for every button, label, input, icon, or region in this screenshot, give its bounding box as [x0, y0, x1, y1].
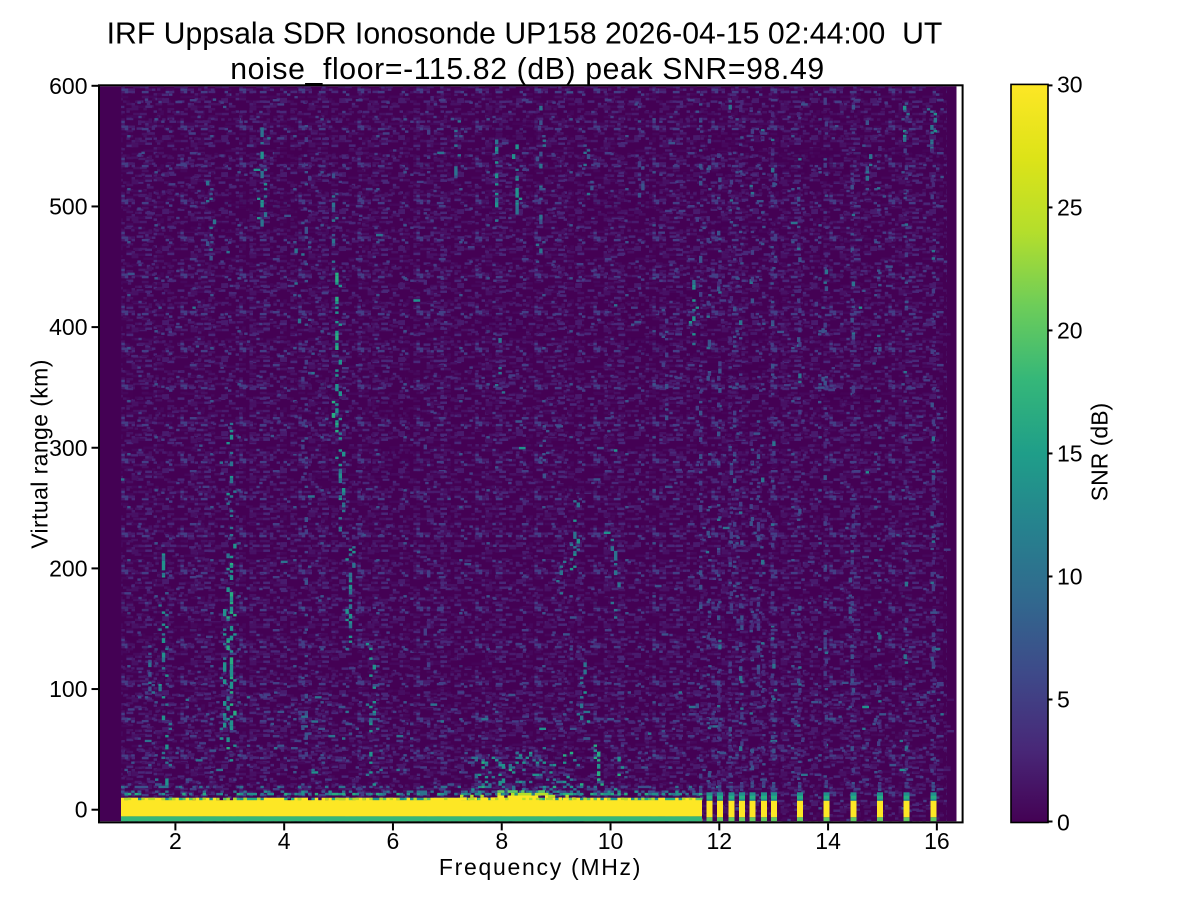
svg-text:200: 200 — [49, 555, 87, 581]
svg-text:SNR (dB): SNR (dB) — [1087, 403, 1113, 501]
svg-text:2: 2 — [169, 828, 182, 854]
svg-text:noise_floor=-115.82 (dB) peak: noise_floor=-115.82 (dB) peak SNR=98.49 — [230, 53, 825, 86]
svg-text:12: 12 — [707, 828, 733, 854]
svg-text:600: 600 — [49, 73, 87, 99]
svg-text:8: 8 — [495, 828, 508, 854]
svg-text:25: 25 — [1057, 194, 1083, 220]
svg-text:500: 500 — [49, 193, 87, 219]
svg-text:5: 5 — [1057, 686, 1070, 712]
svg-text:20: 20 — [1057, 317, 1083, 343]
svg-text:0: 0 — [1057, 810, 1070, 836]
svg-text:16: 16 — [924, 828, 950, 854]
svg-text:0: 0 — [75, 797, 88, 823]
svg-text:10: 10 — [1057, 563, 1083, 589]
svg-text:4: 4 — [278, 828, 291, 854]
svg-text:IRF Uppsala SDR Ionosonde UP15: IRF Uppsala SDR Ionosonde UP158 2026-04-… — [107, 18, 943, 51]
svg-text:Virtual range (km): Virtual range (km) — [27, 359, 53, 549]
svg-text:15: 15 — [1057, 440, 1083, 466]
svg-text:Frequency (MHz): Frequency (MHz) — [439, 854, 642, 880]
svg-text:10: 10 — [598, 828, 624, 854]
svg-text:300: 300 — [49, 435, 87, 461]
svg-text:400: 400 — [49, 314, 87, 340]
svg-text:6: 6 — [387, 828, 400, 854]
svg-text:14: 14 — [815, 828, 841, 854]
svg-text:100: 100 — [49, 676, 87, 702]
svg-text:30: 30 — [1057, 71, 1083, 97]
